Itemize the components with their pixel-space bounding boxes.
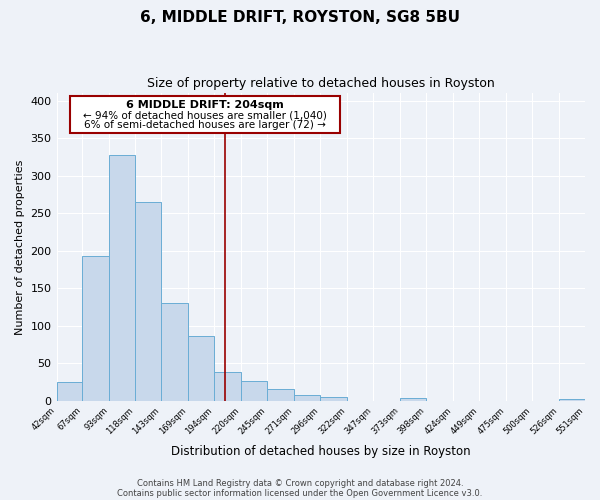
Text: Contains HM Land Registry data © Crown copyright and database right 2024.: Contains HM Land Registry data © Crown c… (137, 478, 463, 488)
Bar (241, 382, 268, 401)
Bar (161, 304, 188, 401)
X-axis label: Distribution of detached houses by size in Royston: Distribution of detached houses by size … (171, 444, 470, 458)
Bar (559, 398, 585, 401)
Text: Contains public sector information licensed under the Open Government Licence v3: Contains public sector information licen… (118, 488, 482, 498)
Bar (400, 398, 426, 401)
Bar (109, 154, 136, 401)
Text: ← 94% of detached houses are smaller (1,040): ← 94% of detached houses are smaller (1,… (83, 110, 327, 120)
Y-axis label: Number of detached properties: Number of detached properties (15, 160, 25, 334)
Bar (268, 389, 294, 401)
Title: Size of property relative to detached houses in Royston: Size of property relative to detached ho… (147, 78, 494, 90)
FancyBboxPatch shape (70, 96, 340, 133)
Bar (56, 382, 82, 401)
Bar (188, 336, 214, 401)
Text: 6, MIDDLE DRIFT, ROYSTON, SG8 5BU: 6, MIDDLE DRIFT, ROYSTON, SG8 5BU (140, 10, 460, 25)
Bar (214, 372, 241, 401)
Bar (136, 202, 161, 401)
Bar (320, 397, 347, 401)
Text: 6% of semi-detached houses are larger (72) →: 6% of semi-detached houses are larger (7… (84, 120, 326, 130)
Text: 6 MIDDLE DRIFT: 204sqm: 6 MIDDLE DRIFT: 204sqm (126, 100, 284, 110)
Bar (82, 256, 109, 401)
Bar (294, 395, 320, 401)
